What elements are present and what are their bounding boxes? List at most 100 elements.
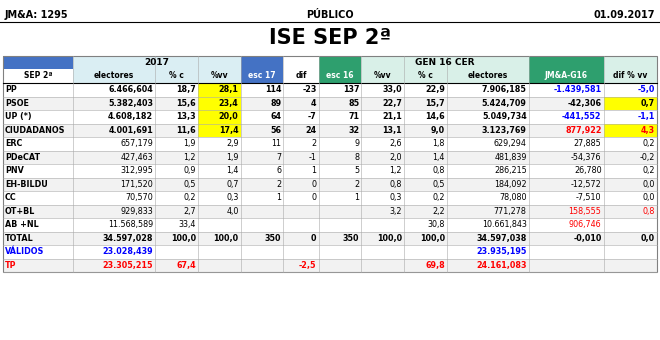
Text: 2,7: 2,7: [183, 207, 196, 216]
Bar: [73, 258, 155, 272]
Text: 1,4: 1,4: [432, 153, 445, 162]
Bar: [404, 218, 447, 232]
Text: 33,0: 33,0: [383, 85, 402, 94]
Text: 11: 11: [271, 139, 281, 148]
Text: 1: 1: [277, 193, 281, 202]
Text: 657,179: 657,179: [120, 139, 153, 148]
Bar: [198, 110, 241, 123]
Text: 2: 2: [354, 180, 359, 189]
Bar: [3, 258, 73, 272]
Text: 14,6: 14,6: [425, 112, 445, 121]
Bar: [241, 232, 283, 245]
Bar: [155, 110, 198, 123]
Text: 0,5: 0,5: [432, 180, 445, 189]
Bar: [198, 218, 241, 232]
Bar: [404, 83, 447, 97]
Text: 1,2: 1,2: [183, 153, 196, 162]
Bar: [241, 56, 283, 69]
Bar: [73, 177, 155, 191]
Bar: [404, 204, 447, 218]
Bar: [198, 191, 241, 204]
Text: -2,5: -2,5: [299, 261, 317, 270]
Text: 0: 0: [311, 234, 317, 243]
Text: 5: 5: [354, 166, 359, 175]
Bar: [155, 83, 198, 97]
Bar: [361, 245, 404, 258]
Text: 2,0: 2,0: [389, 153, 402, 162]
Text: 23,4: 23,4: [219, 99, 239, 108]
Bar: [241, 191, 283, 204]
Bar: [3, 164, 73, 177]
Bar: [73, 232, 155, 245]
Text: 24.161,083: 24.161,083: [476, 261, 527, 270]
Text: 0,8: 0,8: [643, 207, 655, 216]
Text: 85: 85: [348, 99, 359, 108]
Bar: [283, 164, 319, 177]
Bar: [529, 245, 603, 258]
Bar: [155, 151, 198, 164]
Text: 350: 350: [265, 234, 281, 243]
Bar: [283, 245, 319, 258]
Bar: [319, 56, 361, 69]
Text: 9,0: 9,0: [431, 126, 445, 135]
Text: 0: 0: [312, 193, 317, 202]
Bar: [603, 151, 657, 164]
Text: 350: 350: [343, 234, 359, 243]
Bar: [529, 232, 603, 245]
Bar: [73, 137, 155, 151]
Bar: [198, 164, 241, 177]
Text: %vv: %vv: [374, 71, 391, 81]
Text: UP (*): UP (*): [5, 112, 32, 121]
Bar: [198, 177, 241, 191]
Bar: [283, 56, 319, 69]
Text: 01.09.2017: 01.09.2017: [593, 10, 655, 20]
Bar: [361, 110, 404, 123]
Text: 2,6: 2,6: [389, 139, 402, 148]
Text: 906,746: 906,746: [569, 220, 601, 229]
Text: 771,278: 771,278: [494, 207, 527, 216]
Text: -1: -1: [309, 153, 317, 162]
Bar: [241, 204, 283, 218]
Bar: [603, 218, 657, 232]
Bar: [3, 83, 73, 97]
Bar: [3, 177, 73, 191]
Text: % c: % c: [169, 71, 184, 81]
Text: 22,9: 22,9: [425, 85, 445, 94]
Text: OT+BL: OT+BL: [5, 207, 36, 216]
Bar: [283, 232, 319, 245]
Text: -42,306: -42,306: [568, 99, 601, 108]
Text: 0,7: 0,7: [641, 99, 655, 108]
Bar: [603, 56, 657, 69]
Text: GEN 16 CER: GEN 16 CER: [415, 58, 475, 67]
Text: 4.001,691: 4.001,691: [108, 126, 153, 135]
Bar: [447, 232, 529, 245]
Text: 0: 0: [312, 180, 317, 189]
Text: 8: 8: [354, 153, 359, 162]
Text: -1.439,581: -1.439,581: [553, 85, 601, 94]
Text: 18,7: 18,7: [176, 85, 196, 94]
Bar: [529, 218, 603, 232]
Bar: [3, 191, 73, 204]
Text: 7: 7: [277, 153, 281, 162]
Bar: [73, 123, 155, 137]
Text: 5.382,403: 5.382,403: [108, 99, 153, 108]
Bar: [283, 83, 319, 97]
Bar: [361, 56, 404, 69]
Text: 69,8: 69,8: [425, 261, 445, 270]
Text: %vv: %vv: [211, 71, 228, 81]
Text: 64: 64: [271, 112, 281, 121]
Bar: [529, 164, 603, 177]
Bar: [361, 191, 404, 204]
Bar: [404, 258, 447, 272]
Bar: [73, 151, 155, 164]
Text: 89: 89: [270, 99, 281, 108]
Bar: [447, 151, 529, 164]
Text: 114: 114: [265, 85, 281, 94]
Bar: [155, 245, 198, 258]
Text: AB +NL: AB +NL: [5, 220, 39, 229]
Bar: [155, 123, 198, 137]
Bar: [529, 137, 603, 151]
Bar: [361, 123, 404, 137]
Text: TOTAL: TOTAL: [5, 234, 34, 243]
Text: 6: 6: [277, 166, 281, 175]
